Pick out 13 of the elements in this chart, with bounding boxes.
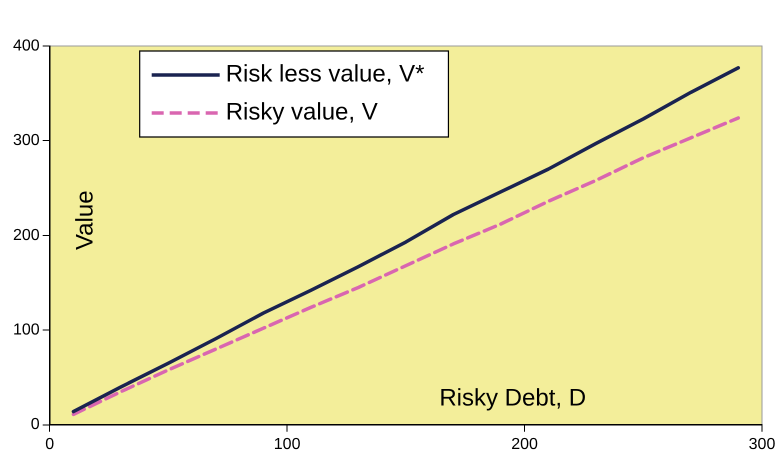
x-axis-title: Risky Debt, D — [439, 384, 586, 412]
x-tick-label: 100 — [274, 436, 301, 453]
x-tick-label: 200 — [511, 436, 538, 453]
y-tick-label: 200 — [12, 226, 40, 244]
y-tick-label: 0 — [30, 416, 40, 434]
legend-label: Risky value, V — [226, 98, 378, 126]
y-tick-label: 100 — [12, 322, 40, 339]
x-tick-label: 0 — [45, 436, 54, 453]
x-tick-label: 300 — [748, 436, 776, 453]
legend-label: Risk less value, V* — [226, 60, 424, 88]
y-tick-label: 400 — [12, 37, 40, 54]
y-tick-label: 300 — [12, 132, 40, 150]
y-axis-title: Value — [71, 190, 98, 250]
